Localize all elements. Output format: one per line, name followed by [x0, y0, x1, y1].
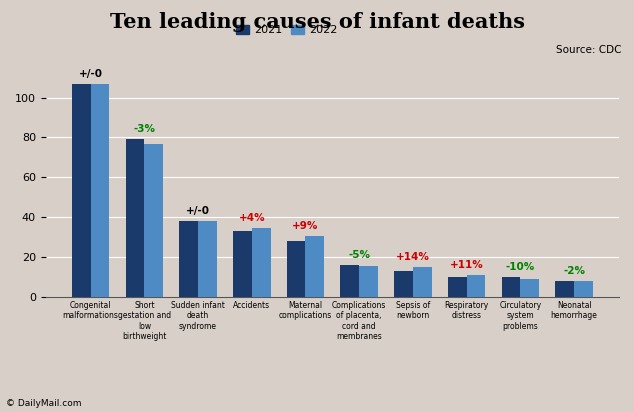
Bar [91, 84, 110, 297]
Bar [306, 236, 325, 297]
Text: -2%: -2% [563, 266, 585, 276]
Bar [145, 144, 163, 297]
Text: -5%: -5% [348, 250, 370, 260]
Text: +/-0: +/-0 [79, 68, 103, 79]
Bar [252, 228, 271, 297]
Text: Source: CDC: Source: CDC [556, 45, 621, 55]
Bar [287, 241, 306, 297]
Legend: 2021, 2022: 2021, 2022 [231, 20, 342, 40]
Text: -3%: -3% [133, 124, 155, 134]
Bar [126, 139, 145, 297]
Bar [574, 281, 593, 297]
Text: +9%: +9% [292, 221, 319, 231]
Bar [413, 267, 432, 297]
Text: +/-0: +/-0 [186, 206, 210, 216]
Bar [359, 267, 378, 297]
Text: Ten leading causes of infant deaths: Ten leading causes of infant deaths [110, 12, 524, 33]
Bar [233, 231, 252, 297]
Bar [501, 277, 521, 297]
Bar [198, 221, 217, 297]
Bar [555, 281, 574, 297]
Bar [340, 265, 359, 297]
Bar [448, 277, 467, 297]
Text: -10%: -10% [506, 262, 535, 272]
Bar [467, 274, 486, 297]
Text: +4%: +4% [238, 213, 265, 223]
Text: +11%: +11% [450, 260, 484, 269]
Bar [394, 271, 413, 297]
Text: +14%: +14% [396, 252, 430, 262]
Bar [521, 279, 539, 297]
Bar [179, 221, 198, 297]
Text: © DailyMail.com: © DailyMail.com [6, 399, 82, 408]
Bar [72, 84, 91, 297]
